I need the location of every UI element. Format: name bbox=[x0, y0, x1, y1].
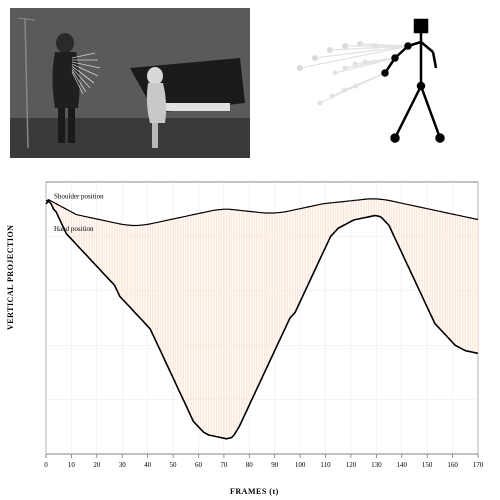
svg-text:160: 160 bbox=[447, 461, 458, 469]
svg-text:100: 100 bbox=[295, 461, 306, 469]
svg-text:Shoulder position: Shoulder position bbox=[54, 192, 104, 200]
stick-figure-trace bbox=[280, 8, 480, 158]
svg-text:90: 90 bbox=[271, 461, 279, 469]
svg-text:30: 30 bbox=[119, 461, 127, 469]
svg-text:120: 120 bbox=[346, 461, 357, 469]
figure-container: 0 10 20 30 40 50 60 70 80 90 100 110 120 130 140 150 160… bbox=[0, 0, 500, 500]
svg-text:80: 80 bbox=[246, 461, 254, 469]
svg-text:70: 70 bbox=[220, 461, 228, 469]
svg-text:60: 60 bbox=[195, 461, 203, 469]
top-panel-row bbox=[0, 0, 500, 172]
y-axis-label: VERTICAL PROJECTION bbox=[6, 225, 15, 330]
vertical-projection-chart: 0 10 20 30 40 50 60 70 80 90 100 110 120 130 140 150 160… bbox=[12, 172, 488, 482]
x-axis-label: FRAMES (t) bbox=[230, 487, 279, 496]
svg-text:40: 40 bbox=[144, 461, 152, 469]
svg-text:10: 10 bbox=[68, 461, 76, 469]
svg-text:50: 50 bbox=[170, 461, 178, 469]
chart-container: 0 10 20 30 40 50 60 70 80 90 100 110 120 130 140 150 160… bbox=[0, 172, 500, 497]
svg-text:Hand position: Hand position bbox=[54, 225, 94, 233]
svg-text:170: 170 bbox=[473, 461, 484, 469]
svg-text:130: 130 bbox=[371, 461, 382, 469]
performance-photo bbox=[10, 8, 250, 158]
svg-text:150: 150 bbox=[422, 461, 433, 469]
svg-text:140: 140 bbox=[397, 461, 408, 469]
svg-text:20: 20 bbox=[93, 461, 101, 469]
svg-text:0: 0 bbox=[44, 461, 48, 469]
photo-scene bbox=[10, 8, 250, 158]
svg-text:110: 110 bbox=[320, 461, 331, 469]
